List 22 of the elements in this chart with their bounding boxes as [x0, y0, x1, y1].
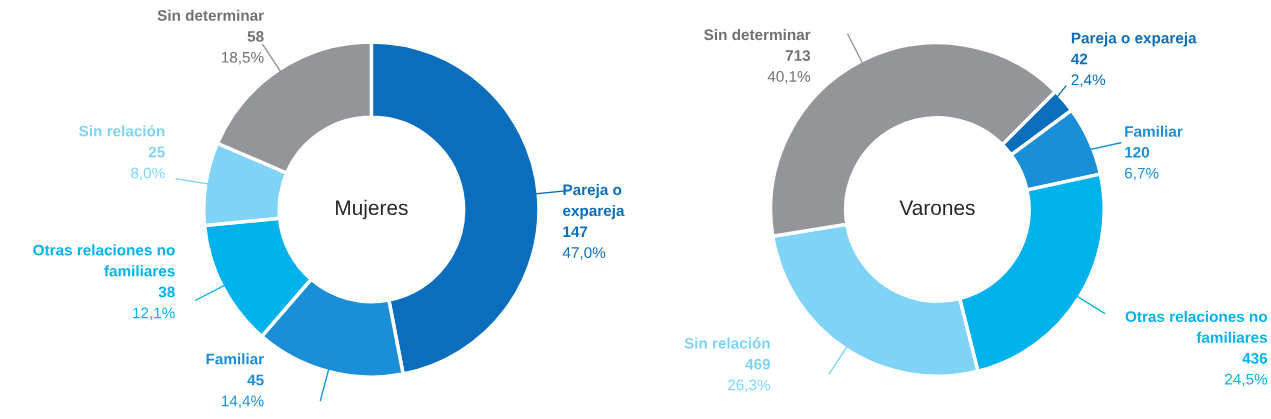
- slice-label: Familiar: [1125, 125, 1183, 137]
- data-label: 45 14,4%: [221, 374, 264, 409]
- slice-label: Sin relación: [79, 125, 165, 137]
- text: Varones: [899, 200, 975, 216]
- slice-label: Sin determinar: [704, 28, 811, 41]
- slice-label: Otras relaciones no familiares: [33, 244, 175, 277]
- slice-label: Pareja o expareja: [1071, 32, 1197, 47]
- data-label: 38 12,1%: [133, 286, 175, 321]
- data-label: 436 24,5%: [1225, 352, 1268, 387]
- slice-label: Familiar: [206, 353, 264, 365]
- data-label: 42 2,4%: [1071, 53, 1106, 87]
- slice-label: Sin relación: [684, 337, 770, 349]
- data-label: 147 47,0%: [562, 226, 606, 260]
- data-label: 58 18,5%: [221, 30, 264, 65]
- slice-label: Otras relaciones no familiares: [1125, 310, 1268, 343]
- data-label: 120 6,7%: [1124, 146, 1159, 181]
- text: Mujeres: [336, 199, 408, 220]
- slice-label: Sin determinar: [157, 9, 264, 21]
- data-label: 713 40,1%: [767, 50, 811, 84]
- data-label: 469 26,3%: [728, 358, 771, 393]
- slice-label: Pareja o expareja: [563, 183, 625, 220]
- data-label: 25 8,0%: [131, 146, 165, 181]
